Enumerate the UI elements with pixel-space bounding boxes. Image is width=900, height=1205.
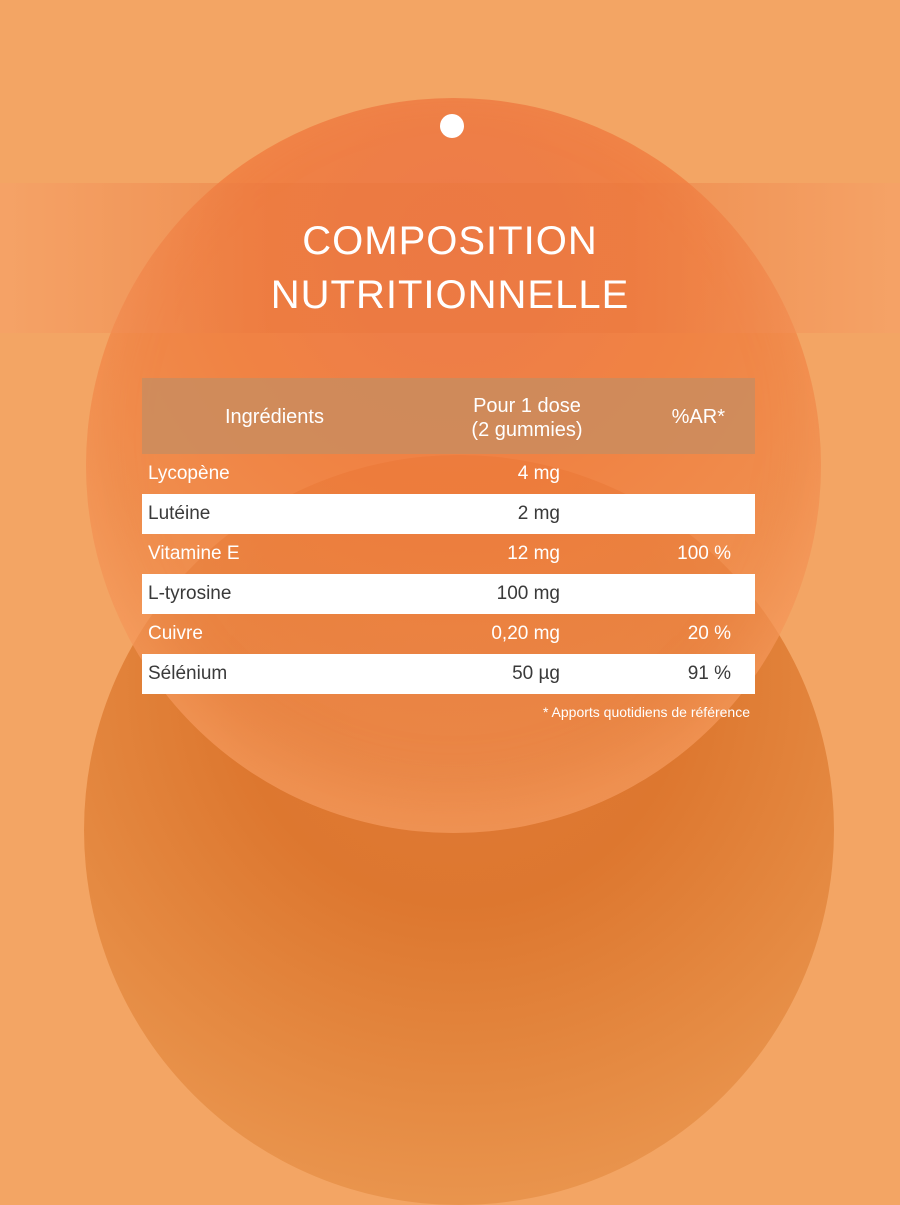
table-row: Lutéine 2 mg — [142, 494, 755, 534]
row-ingredient: Lutéine — [148, 503, 211, 524]
row-dose: 12 mg — [507, 543, 560, 564]
table-row: Cuivre 0,20 mg 20 % — [142, 614, 755, 654]
row-dose: 2 mg — [517, 503, 560, 524]
header-dose-line-1: Pour 1 dose — [473, 395, 581, 417]
row-ingredient: Cuivre — [148, 623, 203, 644]
row-ingredient: Vitamine E — [148, 543, 240, 564]
table-row: L-tyrosine 100 mg — [142, 574, 755, 614]
table-row: Sélénium 50 µg 91 % — [142, 654, 755, 694]
row-dose: 100 mg — [496, 583, 560, 604]
row-dose: 4 mg — [517, 463, 560, 484]
nutrition-table: Ingrédients Pour 1 dose (2 gummies) %AR*… — [142, 378, 755, 694]
row-ar: 100 % — [677, 543, 731, 564]
hanging-hole-icon — [440, 114, 464, 138]
row-ingredient: Sélénium — [148, 663, 228, 684]
title-line-2: NUTRITIONNELLE — [270, 273, 630, 317]
table-row: Vitamine E 12 mg 100 % — [142, 534, 755, 574]
row-ar: 91 % — [687, 663, 731, 684]
row-dose: 0,20 mg — [491, 623, 560, 644]
header-dose: Pour 1 dose (2 gummies) — [452, 394, 602, 442]
header-dose-line-2: (2 gummies) — [471, 419, 583, 441]
row-ingredient: Lycopène — [148, 463, 230, 484]
title-line-1: COMPOSITION — [302, 219, 598, 263]
title-band — [0, 183, 900, 333]
table-header: Ingrédients Pour 1 dose (2 gummies) %AR* — [142, 378, 755, 454]
header-ingredients: Ingrédients — [225, 406, 324, 428]
row-ingredient: L-tyrosine — [148, 583, 232, 604]
row-ar: 20 % — [687, 623, 731, 644]
page-title: COMPOSITION NUTRITIONNELLE — [0, 214, 900, 322]
footnote: * Apports quotidiens de référence — [542, 704, 750, 720]
table-row: Lycopène 4 mg — [142, 454, 755, 494]
row-dose: 50 µg — [512, 663, 560, 684]
header-ar: %AR* — [671, 406, 725, 428]
